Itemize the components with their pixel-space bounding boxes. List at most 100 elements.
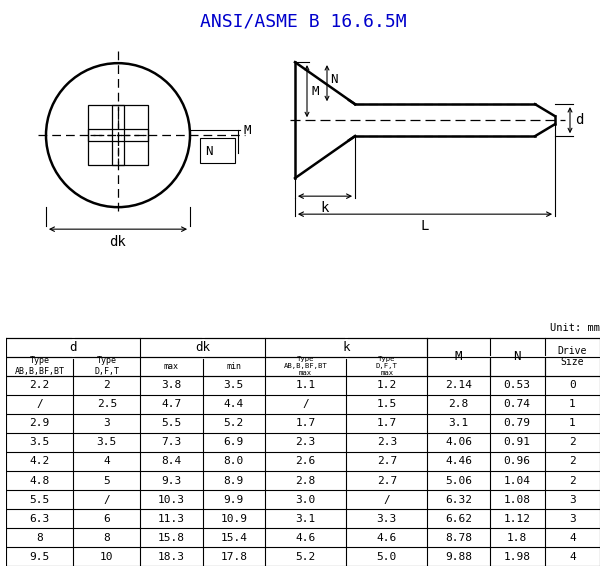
Text: 6.32: 6.32 (445, 495, 472, 505)
Text: 9.88: 9.88 (445, 552, 472, 562)
Text: 1.98: 1.98 (504, 552, 531, 562)
Text: 7.3: 7.3 (161, 438, 182, 447)
Text: 0.91: 0.91 (504, 438, 531, 447)
Text: 5: 5 (104, 475, 110, 486)
Text: 0: 0 (569, 380, 576, 390)
Text: 0.96: 0.96 (504, 456, 531, 466)
Text: min: min (226, 362, 241, 371)
Text: 4.7: 4.7 (161, 399, 182, 409)
Text: 2.14: 2.14 (445, 380, 472, 390)
Text: 1.1: 1.1 (295, 380, 316, 390)
Text: 4: 4 (104, 456, 110, 466)
Text: dk: dk (195, 340, 210, 353)
Text: 5.06: 5.06 (445, 475, 472, 486)
Text: Type
D,F,T: Type D,F,T (95, 356, 119, 376)
Text: 2.3: 2.3 (295, 438, 316, 447)
Text: 8.0: 8.0 (224, 456, 244, 466)
Text: 3: 3 (569, 495, 576, 505)
Text: 8: 8 (104, 533, 110, 543)
Text: 15.4: 15.4 (220, 533, 247, 543)
Text: 2.8: 2.8 (295, 475, 316, 486)
Text: 6.62: 6.62 (445, 514, 472, 523)
Text: 3: 3 (104, 418, 110, 428)
Text: 6: 6 (104, 514, 110, 523)
Text: d: d (575, 113, 584, 127)
Text: ANSI/ASME B 16.6.5M: ANSI/ASME B 16.6.5M (200, 12, 406, 30)
Text: 9.9: 9.9 (224, 495, 244, 505)
Text: max: max (164, 362, 179, 371)
Bar (112, 105, 124, 165)
Text: 2.9: 2.9 (30, 418, 50, 428)
Text: 5.5: 5.5 (161, 418, 182, 428)
Text: 18.3: 18.3 (158, 552, 185, 562)
Text: 8.4: 8.4 (161, 456, 182, 466)
Text: 1.04: 1.04 (504, 475, 531, 486)
Text: 10: 10 (100, 552, 113, 562)
Text: 1.7: 1.7 (377, 418, 397, 428)
Text: 8: 8 (36, 533, 43, 543)
Text: k: k (342, 340, 350, 353)
Text: L: L (421, 219, 429, 233)
Text: 2: 2 (569, 438, 576, 447)
Text: 3: 3 (569, 514, 576, 523)
Text: 2.7: 2.7 (377, 456, 397, 466)
Bar (200, 138, 235, 163)
Text: 10.9: 10.9 (220, 514, 247, 523)
Text: 2.2: 2.2 (30, 380, 50, 390)
Text: 0.53: 0.53 (504, 380, 531, 390)
Text: 1.08: 1.08 (504, 495, 531, 505)
Text: 9.3: 9.3 (161, 475, 182, 486)
Text: 4.06: 4.06 (445, 438, 472, 447)
Text: M: M (454, 350, 462, 363)
Text: k: k (321, 201, 329, 215)
Text: 6.9: 6.9 (224, 438, 244, 447)
Text: 3.3: 3.3 (377, 514, 397, 523)
Text: 5.2: 5.2 (295, 552, 316, 562)
Text: 4.6: 4.6 (295, 533, 316, 543)
Text: 4.2: 4.2 (30, 456, 50, 466)
Text: /: / (384, 495, 390, 505)
Text: M: M (243, 124, 250, 137)
Text: Type
D,F,T
max: Type D,F,T max (376, 356, 398, 376)
Text: Drive
Size: Drive Size (558, 346, 587, 367)
Bar (88, 129, 148, 141)
Text: 9.5: 9.5 (30, 552, 50, 562)
Text: 3.5: 3.5 (30, 438, 50, 447)
Text: 3.5: 3.5 (97, 438, 117, 447)
Text: 6.3: 6.3 (30, 514, 50, 523)
Text: 1.12: 1.12 (504, 514, 531, 523)
Text: 15.8: 15.8 (158, 533, 185, 543)
Text: /: / (302, 399, 309, 409)
Text: 2.5: 2.5 (97, 399, 117, 409)
Text: N: N (205, 145, 213, 158)
Text: 5.5: 5.5 (30, 495, 50, 505)
Text: 1.7: 1.7 (295, 418, 316, 428)
Text: /: / (36, 399, 43, 409)
Text: 2.6: 2.6 (295, 456, 316, 466)
Text: Type
AB,B,BF,BT
max: Type AB,B,BF,BT max (284, 356, 327, 376)
Text: M: M (311, 85, 319, 98)
Text: 1.5: 1.5 (377, 399, 397, 409)
Text: 4.4: 4.4 (224, 399, 244, 409)
Text: 3.0: 3.0 (295, 495, 316, 505)
Text: Unit: mm: Unit: mm (550, 323, 600, 332)
Text: 2.8: 2.8 (448, 399, 468, 409)
Text: d: d (70, 340, 77, 353)
Text: 2: 2 (569, 456, 576, 466)
Text: 11.3: 11.3 (158, 514, 185, 523)
Text: 17.8: 17.8 (220, 552, 247, 562)
Text: 4.46: 4.46 (445, 456, 472, 466)
Bar (88, 105, 148, 165)
Text: 1.2: 1.2 (377, 380, 397, 390)
Text: 3.5: 3.5 (224, 380, 244, 390)
Text: 10.3: 10.3 (158, 495, 185, 505)
Text: 3.8: 3.8 (161, 380, 182, 390)
Text: 4: 4 (569, 552, 576, 562)
Text: 2: 2 (104, 380, 110, 390)
Text: 8.9: 8.9 (224, 475, 244, 486)
Text: Type
AB,B,BF,BT: Type AB,B,BF,BT (15, 356, 65, 376)
Text: 2.7: 2.7 (377, 475, 397, 486)
Text: 5.2: 5.2 (224, 418, 244, 428)
Text: 3.1: 3.1 (448, 418, 468, 428)
Text: N: N (330, 73, 338, 86)
